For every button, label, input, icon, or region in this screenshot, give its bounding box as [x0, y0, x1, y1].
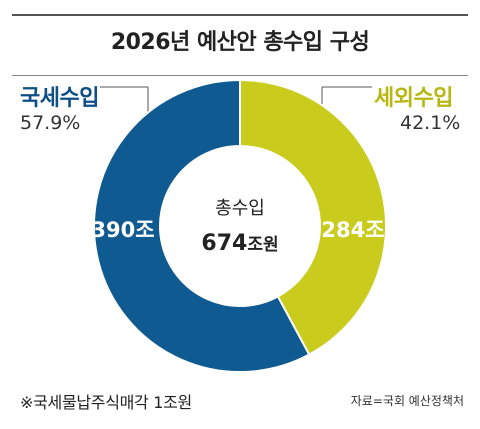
- slice-value-tax-revenue: 390조: [91, 218, 154, 242]
- top-rule: [12, 14, 468, 16]
- footnote: ※국세물납주식매각 1조원: [20, 393, 192, 412]
- donut-slice-non-tax-revenue: [239, 78, 387, 356]
- source-credit: 자료=국회 예산정책처: [350, 394, 464, 408]
- legend-label-tax-revenue: 국세수입: [20, 86, 99, 111]
- center-total-value: 674: [201, 231, 247, 256]
- center-total: 674조원: [201, 231, 278, 256]
- title-rule: [12, 75, 468, 76]
- legend-percent-non-tax-revenue: 42.1%: [400, 112, 461, 134]
- donut-slice-tax-revenue: [93, 78, 311, 373]
- slice-value-non-tax-revenue: 284조: [321, 218, 384, 242]
- chart-title: 2026년 예산안 총수입 구성: [110, 30, 370, 55]
- legend-label-non-tax-revenue: 세외수입: [374, 86, 453, 111]
- legend-percent-tax-revenue: 57.9%: [20, 112, 81, 134]
- center-label: 총수입: [215, 198, 265, 219]
- center-total-unit: 조원: [247, 235, 278, 255]
